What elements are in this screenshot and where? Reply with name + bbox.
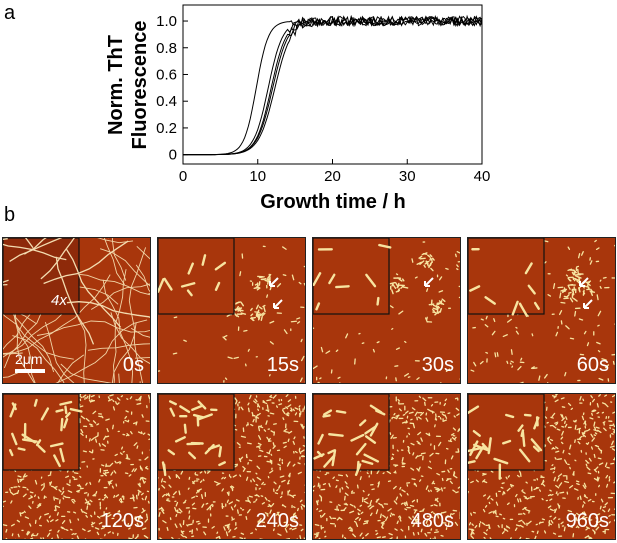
time-label: 15s <box>266 354 299 376</box>
arrow-icon <box>579 277 589 287</box>
afm-panel-120s: 120s <box>2 393 151 540</box>
afm-image <box>468 394 615 539</box>
afm-image <box>313 394 460 539</box>
y-axis-label-line2: Fluorescence <box>129 21 151 150</box>
afm-image <box>313 238 460 383</box>
time-label: 120s <box>100 510 144 532</box>
x-tick-label: 0 <box>179 168 187 185</box>
y-axis-label-line1: Norm. ThT <box>105 35 127 135</box>
x-tick-label: 10 <box>249 168 266 185</box>
arrow-icon <box>273 299 283 309</box>
time-label: 240s <box>255 510 299 532</box>
afm-image <box>3 238 150 383</box>
x-ticks: 0 10 20 30 40 <box>179 159 491 185</box>
x-axis-label: Growth time / h <box>260 191 406 213</box>
panel-b-label: b <box>4 204 16 226</box>
x-tick-label: 40 <box>474 168 491 185</box>
series-line-5 <box>183 14 483 156</box>
afm-panel-15s: 15s <box>157 237 306 384</box>
y-tick-label: 0.6 <box>156 66 177 83</box>
inset-zoom <box>468 394 545 480</box>
x-tick-label: 20 <box>324 168 341 185</box>
time-label: 60s <box>576 354 609 376</box>
afm-panel-60s: 60s <box>467 237 616 384</box>
afm-image <box>158 238 305 383</box>
afm-image <box>158 394 305 539</box>
plot-frame <box>182 4 483 165</box>
y-tick-label: 0.8 <box>156 40 177 57</box>
time-label: 480s <box>410 510 454 532</box>
series-line-2 <box>183 15 483 156</box>
y-tick-label: 0.2 <box>156 120 177 137</box>
scale-bar-label: 2μm <box>15 351 43 367</box>
arrow-icon <box>583 299 593 309</box>
afm-panel-0s: 0s 4x 2μm <box>2 237 151 384</box>
inset-zoom <box>468 238 545 318</box>
time-label: 0s <box>122 354 144 376</box>
x-tick-label: 30 <box>399 168 416 185</box>
series-line-3 <box>183 15 483 156</box>
scale-bar <box>15 369 45 373</box>
inset-zoom <box>158 394 235 477</box>
afm-panel-480s: 480s <box>312 393 461 540</box>
y-tick-label: 0.4 <box>156 93 177 110</box>
afm-panel-960s: 960s <box>467 393 616 540</box>
series-line-4 <box>183 15 483 156</box>
inset-zoom <box>313 394 390 476</box>
afm-image <box>468 238 615 383</box>
time-label: 960s <box>565 510 609 532</box>
inset-zoom <box>313 238 392 315</box>
afm-panel-240s: 240s <box>157 393 306 540</box>
inset-magnification: 4x <box>51 292 67 309</box>
y-tick-label: 1.0 <box>156 13 177 30</box>
arrow-icon <box>424 277 434 287</box>
inset-zoom <box>3 238 150 345</box>
y-ticks: 0 0.2 0.4 0.6 0.8 1.0 <box>156 13 188 164</box>
afm-image <box>3 394 150 539</box>
series-layer <box>183 14 483 156</box>
inset-zoom <box>158 238 235 315</box>
afm-panel-30s: 30s <box>312 237 461 384</box>
panel-a-label: a <box>4 2 16 24</box>
tht-fluorescence-chart: 0 10 20 30 40 0 0.2 0.4 0.6 0.8 1.0 Growth time /… <box>105 4 491 213</box>
inset-zoom <box>3 394 83 471</box>
y-tick-label: 0 <box>169 147 177 164</box>
series-line-1 <box>183 14 483 156</box>
arrow-icon <box>269 277 279 287</box>
time-label: 30s <box>421 354 454 376</box>
